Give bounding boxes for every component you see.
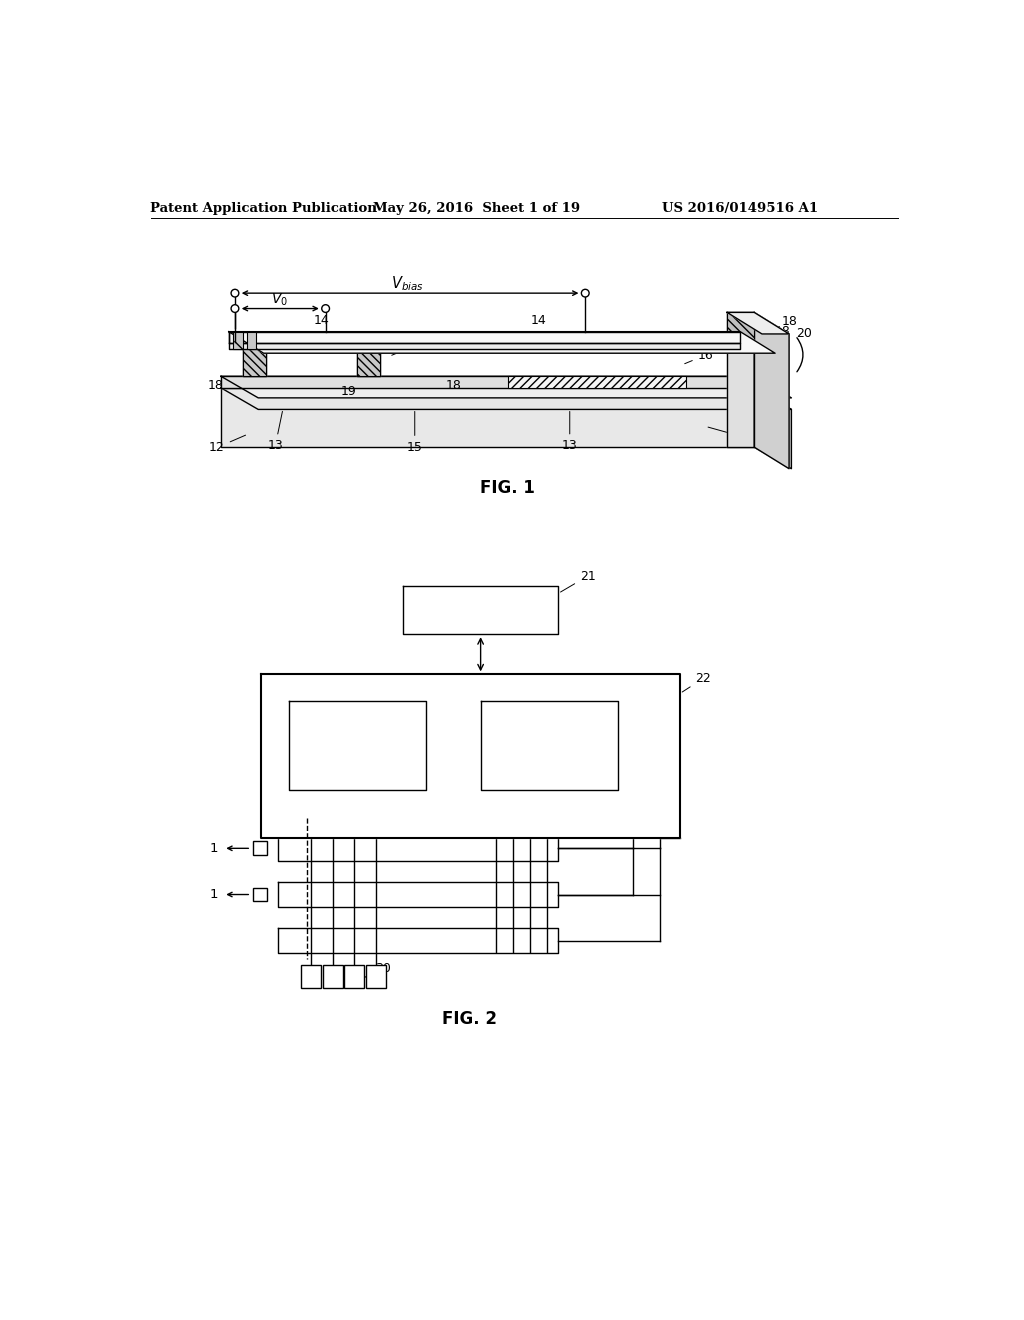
Text: 22: 22 bbox=[682, 672, 711, 692]
Text: $V_0$: $V_0$ bbox=[271, 292, 289, 308]
Text: 16: 16 bbox=[685, 348, 714, 364]
Text: 30: 30 bbox=[346, 961, 391, 986]
Text: 24: 24 bbox=[624, 689, 640, 702]
Text: Patent Application Publication: Patent Application Publication bbox=[151, 202, 377, 215]
Bar bbox=[356, 350, 380, 376]
Polygon shape bbox=[755, 388, 792, 469]
Text: 26: 26 bbox=[267, 689, 283, 702]
Polygon shape bbox=[228, 343, 740, 350]
Polygon shape bbox=[228, 331, 740, 343]
Text: Array Driver: Array Driver bbox=[413, 681, 528, 698]
Polygon shape bbox=[403, 586, 558, 635]
Circle shape bbox=[582, 289, 589, 297]
Text: 12: 12 bbox=[209, 436, 246, 454]
Bar bbox=[301, 965, 321, 989]
Polygon shape bbox=[261, 675, 680, 838]
Text: 18: 18 bbox=[781, 315, 798, 329]
Polygon shape bbox=[278, 882, 558, 907]
Text: Column Driver
Circuit: Column Driver Circuit bbox=[307, 730, 408, 760]
Text: 13: 13 bbox=[562, 412, 578, 453]
Text: 1: 1 bbox=[209, 888, 218, 902]
Text: 14: 14 bbox=[301, 314, 330, 339]
Polygon shape bbox=[221, 376, 755, 388]
Text: 13: 13 bbox=[267, 412, 283, 453]
Polygon shape bbox=[221, 376, 792, 397]
Polygon shape bbox=[243, 350, 266, 376]
Polygon shape bbox=[278, 928, 558, 953]
Polygon shape bbox=[755, 313, 790, 469]
Polygon shape bbox=[278, 836, 558, 861]
Bar bbox=[233, 333, 243, 350]
Text: FIG. 2: FIG. 2 bbox=[441, 1010, 497, 1028]
Bar bbox=[247, 333, 256, 350]
Text: 1: 1 bbox=[209, 842, 218, 855]
Bar bbox=[508, 376, 686, 388]
Bar bbox=[366, 965, 386, 989]
Bar bbox=[253, 887, 266, 902]
Polygon shape bbox=[228, 331, 775, 354]
Polygon shape bbox=[356, 350, 380, 376]
Text: 18: 18 bbox=[775, 325, 791, 338]
Bar bbox=[344, 965, 365, 989]
Text: 16: 16 bbox=[392, 339, 423, 355]
Polygon shape bbox=[480, 701, 617, 789]
Text: 15: 15 bbox=[407, 412, 423, 454]
Bar bbox=[727, 313, 755, 350]
Text: 18: 18 bbox=[208, 379, 223, 392]
Circle shape bbox=[231, 289, 239, 297]
Polygon shape bbox=[727, 313, 790, 334]
Polygon shape bbox=[727, 313, 755, 447]
Text: 18: 18 bbox=[445, 379, 462, 392]
Text: Row Driver
Circuit: Row Driver Circuit bbox=[511, 730, 588, 760]
Text: Processor: Processor bbox=[443, 602, 518, 618]
Polygon shape bbox=[221, 388, 792, 409]
Text: US 2016/0149516 A1: US 2016/0149516 A1 bbox=[663, 202, 818, 215]
Text: 20: 20 bbox=[796, 327, 812, 341]
Bar bbox=[323, 965, 343, 989]
Circle shape bbox=[322, 305, 330, 313]
Text: 19: 19 bbox=[341, 385, 356, 399]
Bar bbox=[253, 841, 266, 855]
Text: 12: 12 bbox=[708, 428, 756, 445]
Polygon shape bbox=[289, 701, 426, 789]
Circle shape bbox=[231, 305, 239, 313]
Text: $V_{bias}$: $V_{bias}$ bbox=[390, 275, 423, 293]
Text: FIG. 1: FIG. 1 bbox=[480, 479, 536, 496]
Bar bbox=[243, 350, 266, 376]
Text: May 26, 2016  Sheet 1 of 19: May 26, 2016 Sheet 1 of 19 bbox=[373, 202, 581, 215]
Text: 14: 14 bbox=[517, 314, 547, 339]
Polygon shape bbox=[221, 388, 755, 447]
Text: 21: 21 bbox=[560, 570, 596, 593]
